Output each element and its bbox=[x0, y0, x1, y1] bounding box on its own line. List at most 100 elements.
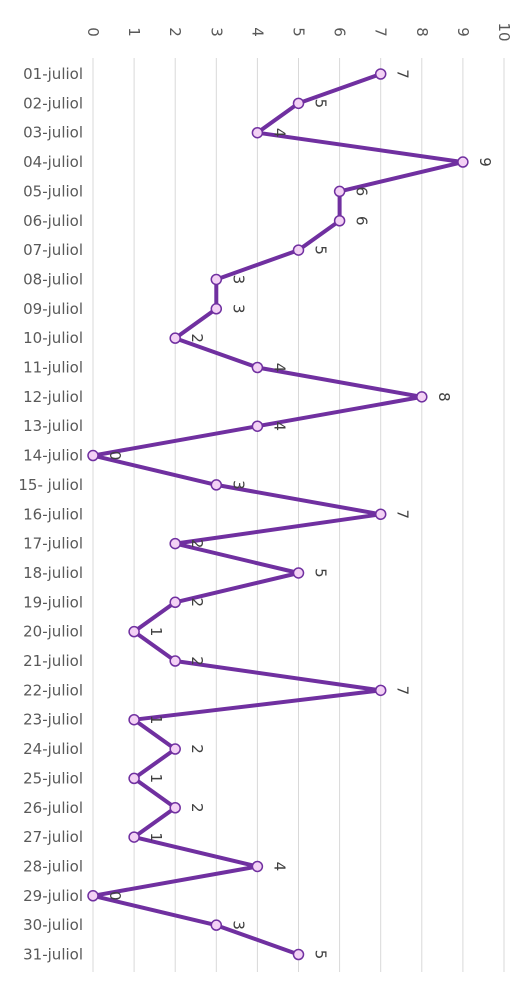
data-label: 0 bbox=[106, 891, 124, 901]
data-point bbox=[416, 391, 428, 403]
data-label: 9 bbox=[476, 157, 494, 167]
value-tick-label: 10 bbox=[495, 22, 513, 41]
data-label: 5 bbox=[312, 99, 330, 109]
data-point bbox=[210, 919, 223, 931]
data-point bbox=[169, 596, 181, 609]
value-tick-label: 9 bbox=[454, 27, 472, 37]
value-tick-label: 8 bbox=[413, 27, 431, 37]
data-point bbox=[128, 831, 140, 843]
data-point bbox=[169, 743, 181, 755]
data-label: 6 bbox=[353, 216, 371, 226]
data-label: 2 bbox=[188, 656, 206, 666]
value-tick-label: 3 bbox=[207, 27, 225, 37]
data-label: 2 bbox=[188, 803, 206, 813]
category-label: 18-juliol bbox=[23, 564, 83, 582]
category-label: 08-juliol bbox=[23, 270, 83, 288]
data-point bbox=[374, 68, 387, 80]
data-point bbox=[251, 860, 264, 873]
category-label: 26-juliol bbox=[23, 799, 83, 817]
category-label: 22-juliol bbox=[23, 681, 83, 699]
data-point bbox=[333, 185, 346, 198]
value-tick-label: 0 bbox=[84, 27, 102, 37]
data-label: 4 bbox=[270, 128, 288, 138]
category-label: 02-juliol bbox=[23, 94, 83, 112]
data-label: 4 bbox=[270, 363, 288, 373]
data-label: 1 bbox=[147, 627, 165, 637]
category-label: 17-juliol bbox=[23, 535, 83, 553]
category-label: 28-juliol bbox=[23, 857, 83, 875]
value-tick-label: 6 bbox=[331, 27, 349, 37]
data-label: 7 bbox=[394, 509, 412, 519]
category-axis: 01-juliol 02-juliol 03-juliol 04-juliol 05-j… bbox=[18, 65, 83, 964]
data-point bbox=[128, 625, 140, 638]
category-label: 04-juliol bbox=[23, 153, 83, 171]
category-label: 19-juliol bbox=[23, 593, 83, 611]
category-label: 21-juliol bbox=[23, 652, 83, 670]
data-point bbox=[210, 303, 223, 315]
data-point bbox=[292, 567, 305, 579]
category-label: 24-juliol bbox=[23, 740, 83, 758]
data-point bbox=[169, 332, 181, 344]
data-label: 1 bbox=[147, 832, 165, 842]
data-label: 7 bbox=[394, 686, 412, 696]
value-tick-label: 7 bbox=[372, 27, 390, 37]
category-label: 29-juliol bbox=[23, 887, 83, 905]
value-axis-ticks: 0 1 2 3 4 5 6 7 8 9 10 bbox=[84, 22, 513, 41]
data-point bbox=[292, 244, 305, 256]
category-label: 20-juliol bbox=[23, 623, 83, 641]
data-label: 2 bbox=[188, 744, 206, 754]
category-label: 13-juliol bbox=[23, 417, 83, 435]
data-point bbox=[374, 684, 387, 697]
data-label: 4 bbox=[270, 421, 288, 431]
category-label: 30-juliol bbox=[23, 916, 83, 934]
category-label: 27-juliol bbox=[23, 828, 83, 846]
category-label: 15- juliol bbox=[18, 476, 83, 494]
data-label: 5 bbox=[312, 950, 330, 960]
data-point bbox=[251, 420, 264, 432]
category-label: 25-juliol bbox=[23, 769, 83, 787]
data-point bbox=[128, 772, 140, 785]
data-point bbox=[210, 273, 223, 286]
data-point bbox=[169, 655, 181, 667]
data-point bbox=[87, 449, 99, 462]
data-point bbox=[251, 126, 264, 139]
category-label: 07-juliol bbox=[23, 241, 83, 259]
category-label: 16-juliol bbox=[23, 505, 83, 523]
data-label: 3 bbox=[229, 480, 247, 490]
data-label: 6 bbox=[353, 187, 371, 197]
data-point bbox=[210, 479, 223, 491]
category-label: 06-juliol bbox=[23, 212, 83, 230]
data-label: 3 bbox=[229, 275, 247, 285]
category-label: 31-juliol bbox=[23, 946, 83, 964]
data-label: 1 bbox=[147, 774, 165, 784]
data-label: 3 bbox=[229, 304, 247, 314]
data-label: 2 bbox=[188, 598, 206, 608]
data-label: 5 bbox=[312, 245, 330, 255]
category-label: 11-juliol bbox=[23, 359, 83, 377]
data-label: 5 bbox=[312, 568, 330, 578]
category-label: 03-juliol bbox=[23, 124, 83, 142]
data-label: 4 bbox=[270, 862, 288, 872]
category-label: 09-juliol bbox=[23, 300, 83, 318]
data-label: 2 bbox=[188, 539, 206, 549]
markers bbox=[87, 68, 469, 961]
data-point bbox=[374, 508, 387, 520]
data-label: 2 bbox=[188, 333, 206, 343]
category-label: 05-juliol bbox=[23, 182, 83, 200]
value-tick-label: 4 bbox=[248, 27, 266, 37]
data-point bbox=[87, 890, 99, 902]
category-label: 14-juliol bbox=[23, 447, 83, 465]
data-point bbox=[251, 361, 264, 374]
data-label: 8 bbox=[435, 392, 453, 402]
data-label: 3 bbox=[229, 920, 247, 930]
data-point bbox=[128, 713, 140, 726]
data-label: 1 bbox=[147, 715, 165, 725]
value-tick-label: 1 bbox=[125, 27, 143, 37]
data-point bbox=[457, 156, 469, 168]
category-label: 12-juliol bbox=[23, 388, 83, 406]
category-label: 01-juliol bbox=[23, 65, 83, 83]
data-point bbox=[292, 97, 305, 110]
value-tick-label: 5 bbox=[290, 27, 308, 37]
